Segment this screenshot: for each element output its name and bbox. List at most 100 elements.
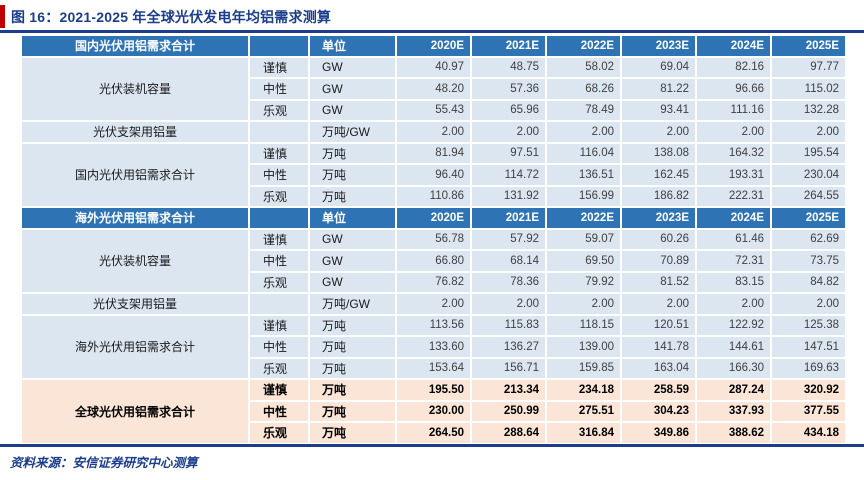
value-cell: 349.86 [620, 421, 697, 445]
table-row: 光伏装机容量 谨慎 GW 56.78 57.92 59.07 60.26 61.… [20, 227, 847, 294]
value-cell: 113.56 [395, 313, 472, 337]
value-cell: 72.31 [695, 249, 772, 273]
title-underline [0, 30, 864, 33]
value-cell: 2.00 [395, 292, 472, 316]
year-header-2022: 2022E [545, 206, 622, 230]
value-cell: 60.26 [620, 227, 697, 251]
value-cell: 78.36 [470, 270, 547, 294]
value-cell: 2.00 [695, 292, 772, 316]
value-cell: 2.00 [620, 120, 697, 144]
value-cell: 96.40 [395, 163, 472, 187]
source-note: 资料来源：安信证券研究中心测算 [10, 456, 198, 470]
value-cell: 79.92 [545, 270, 622, 294]
value-cell: 97.77 [770, 55, 847, 79]
value-cell: 163.04 [620, 356, 697, 380]
table-row: 光伏支架用铝量 万吨/GW 2.00 2.00 2.00 2.00 2.00 2… [20, 120, 847, 144]
scenario-cell: 谨慎 [248, 55, 310, 79]
value-cell: 166.30 [695, 356, 772, 380]
pv-aluminum-demand-table: 国内光伏用铝需求合计 单位 2020E 2021E 2022E 2023E 20… [20, 34, 847, 445]
unit-cell: GW [308, 98, 397, 122]
value-cell: 69.04 [620, 55, 697, 79]
value-cell: 264.55 [770, 184, 847, 208]
value-cell: 264.50 [395, 421, 472, 445]
value-cell: 147.51 [770, 335, 847, 359]
value-cell: 132.28 [770, 98, 847, 122]
value-cell: 120.51 [620, 313, 697, 337]
value-cell: 66.80 [395, 249, 472, 273]
unit-cell: 万吨/GW [308, 120, 397, 144]
value-cell: 222.31 [695, 184, 772, 208]
scenario-cell: 乐观 [248, 421, 310, 445]
unit-cell: 万吨 [308, 421, 397, 445]
unit-cell: 万吨 [308, 399, 397, 423]
value-cell: 2.00 [770, 292, 847, 316]
value-cell: 58.02 [545, 55, 622, 79]
value-cell: 388.62 [695, 421, 772, 445]
demand-table: 国内光伏用铝需求合计 单位 2020E 2021E 2022E 2023E 20… [20, 34, 847, 445]
row-label-domestic-capacity: 光伏装机容量 [20, 55, 250, 122]
value-cell: 73.75 [770, 249, 847, 273]
title-accent-bar [0, 5, 5, 28]
value-cell: 153.64 [395, 356, 472, 380]
scenario-cell: 谨慎 [248, 227, 310, 251]
unit-cell: GW [308, 227, 397, 251]
value-cell: 169.63 [770, 356, 847, 380]
year-header-2023: 2023E [620, 206, 697, 230]
unit-header-cell: 单位 [308, 206, 397, 230]
value-cell: 76.82 [395, 270, 472, 294]
value-cell: 110.86 [395, 184, 472, 208]
section-header-overseas: 海外光伏用铝需求合计 [20, 206, 250, 230]
value-cell: 193.31 [695, 163, 772, 187]
scenario-cell: 中性 [248, 335, 310, 359]
value-cell: 2.00 [620, 292, 697, 316]
year-header-2022: 2022E [545, 34, 622, 58]
table-row-global: 中性 万吨 230.00 250.99 275.51 304.23 337.93… [21, 399, 847, 423]
scenario-cell: 谨慎 [248, 141, 310, 165]
row-label-domestic-total: 国内光伏用铝需求合计 [20, 141, 250, 208]
unit-cell: 万吨/GW [308, 292, 397, 316]
value-cell: 122.92 [695, 313, 772, 337]
scenario-cell: 谨慎 [248, 313, 310, 337]
value-cell: 78.49 [545, 98, 622, 122]
value-cell: 2.00 [470, 120, 547, 144]
value-cell: 81.94 [395, 141, 472, 165]
value-cell: 164.32 [695, 141, 772, 165]
unit-header-cell: 单位 [308, 34, 397, 58]
value-cell: 115.83 [470, 313, 547, 337]
unit-cell: GW [308, 77, 397, 101]
value-cell: 82.16 [695, 55, 772, 79]
value-cell: 258.59 [620, 378, 697, 402]
value-cell: 93.41 [620, 98, 697, 122]
value-cell: 230.00 [395, 399, 472, 423]
table-row: 乐观 GW 55.43 65.96 78.49 93.41 111.16 132… [21, 98, 847, 122]
value-cell: 138.08 [620, 141, 697, 165]
year-header-2021: 2021E [470, 34, 547, 58]
value-cell: 48.20 [395, 77, 472, 101]
value-cell: 287.24 [695, 378, 772, 402]
table-row: 海外光伏用铝需求合计 谨慎 万吨 113.56 115.83 118.15 12… [20, 313, 847, 380]
scenario-cell: 中性 [248, 163, 310, 187]
table-row: 中性 GW 66.80 68.14 69.50 70.89 72.31 73.7… [21, 249, 847, 273]
value-cell: 230.04 [770, 163, 847, 187]
value-cell: 162.45 [620, 163, 697, 187]
year-header-2020: 2020E [395, 206, 472, 230]
row-label-domestic-bracket: 光伏支架用铝量 [20, 120, 250, 144]
value-cell: 2.00 [395, 120, 472, 144]
value-cell: 2.00 [770, 120, 847, 144]
value-cell: 320.92 [770, 378, 847, 402]
empty-header-cell [248, 34, 310, 58]
value-cell: 131.92 [470, 184, 547, 208]
value-cell: 2.00 [545, 292, 622, 316]
value-cell: 61.46 [695, 227, 772, 251]
value-cell: 125.38 [770, 313, 847, 337]
unit-cell: 万吨 [308, 163, 397, 187]
value-cell: 68.26 [545, 77, 622, 101]
table-row: 乐观 万吨 110.86 131.92 156.99 186.82 222.31… [21, 184, 847, 208]
value-cell: 48.75 [470, 55, 547, 79]
value-cell: 288.64 [470, 421, 547, 445]
scenario-cell [248, 292, 310, 316]
value-cell: 133.60 [395, 335, 472, 359]
scenario-cell: 乐观 [248, 356, 310, 380]
table-row: 中性 万吨 133.60 136.27 139.00 141.78 144.61… [21, 335, 847, 359]
value-cell: 434.18 [770, 421, 847, 445]
